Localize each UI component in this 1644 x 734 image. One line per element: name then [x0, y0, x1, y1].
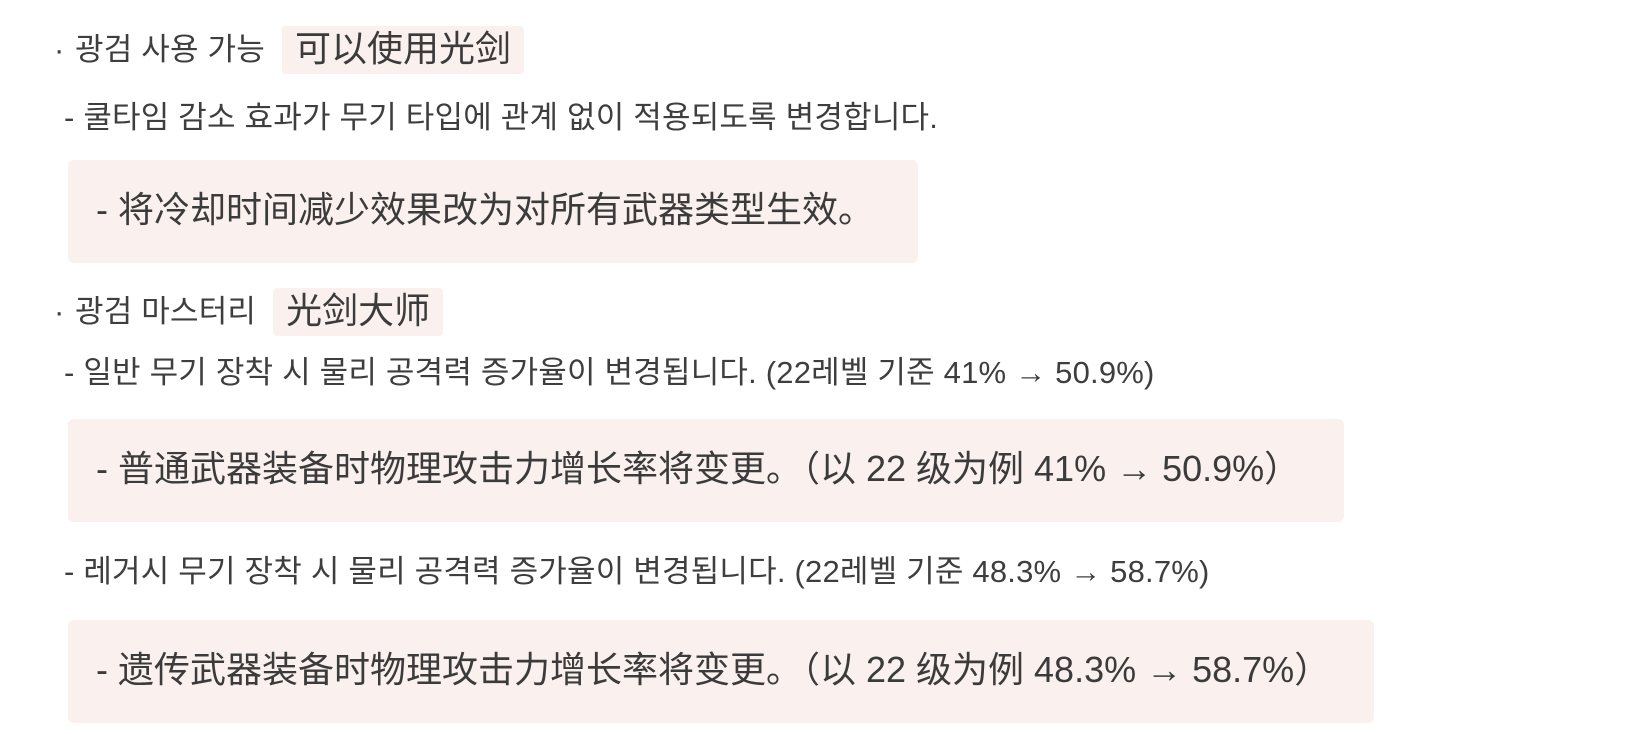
translation-highlight: 光剑大师	[273, 288, 444, 336]
bullet-marker: ·	[54, 294, 65, 329]
sub-item-normal-weapon: - 일반 무기 장착 시 물리 공격력 증가율이 변경됩니다. (22레벨 기준…	[64, 355, 1155, 390]
translation-highlight: 可以使用光剑	[281, 26, 524, 74]
translation-callout-cooldown: - 将冷却时间减少效果改为对所有武器类型生效。	[68, 160, 918, 263]
sub-item-cooldown-change: - 쿨타임 감소 효과가 무기 타입에 관계 없이 적용되도록 변경합니다.	[64, 100, 939, 135]
callout-text: - 将冷却时间减少效果改为对所有武器类型生效。	[96, 189, 874, 230]
callout-text: - 普通武器装备时物理攻击力增长率将变更。（以 22 级为例 41% → 50.…	[96, 448, 1301, 489]
bullet-item-lightsaber-usable: · 광검 사용 가능 可以使用光剑	[54, 26, 1644, 74]
bullet-marker: ·	[54, 32, 65, 67]
sub-item-legacy-weapon: - 레거시 무기 장착 시 물리 공격력 증가율이 변경됩니다. (22레벨 기…	[64, 554, 1210, 589]
translation-callout-legacy-weapon: - 遗传武器装备时物理攻击力增长率将变更。（以 22 级为例 48.3% → 5…	[68, 620, 1375, 723]
callout-text: - 遗传武器装备时物理攻击力增长率将变更。（以 22 级为例 48.3% → 5…	[96, 649, 1331, 690]
bullet-text-korean: 광검 마스터리	[75, 294, 257, 329]
translation-callout-normal-weapon: - 普通武器装备时物理攻击力增长率将变更。（以 22 级为例 41% → 50.…	[68, 419, 1345, 522]
bullet-item-lightsaber-mastery: · 광검 마스터리 光剑大师	[54, 288, 1644, 336]
bullet-text-korean: 광검 사용 가능	[75, 32, 265, 67]
